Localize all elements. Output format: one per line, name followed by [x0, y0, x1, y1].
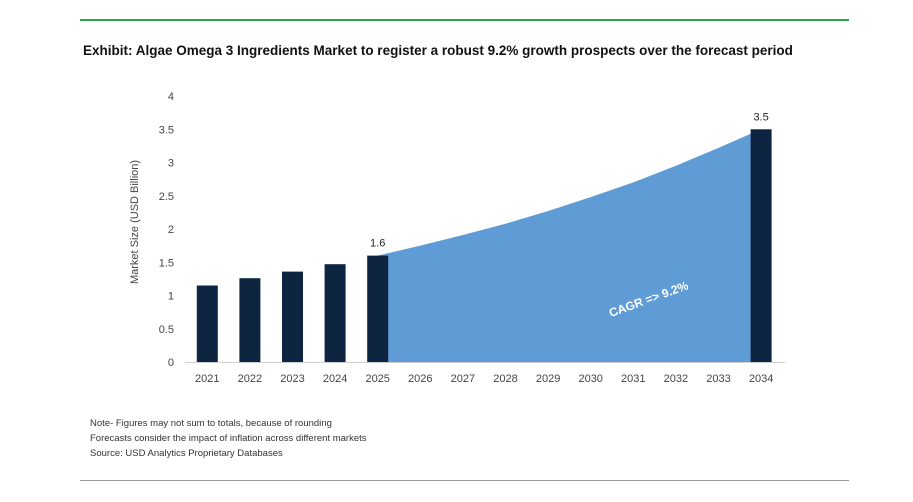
x-tick-label: 2025 — [365, 373, 389, 385]
y-tick-label: 2.5 — [159, 191, 174, 203]
note-rounding: Note- Figures may not sum to totals, bec… — [90, 418, 332, 429]
data-label-2025: 1.6 — [370, 238, 385, 250]
x-tick-label: 2021 — [195, 373, 219, 385]
x-tick-label: 2030 — [578, 373, 602, 385]
y-tick-label: 1 — [168, 291, 174, 303]
x-tick-label: 2034 — [749, 373, 773, 385]
note-inflation: Forecasts consider the impact of inflati… — [90, 433, 367, 444]
note-source: Source: USD Analytics Proprietary Databa… — [90, 448, 283, 459]
chart-title: Exhibit: Algae Omega 3 Ingredients Marke… — [83, 43, 793, 58]
bar-2025 — [367, 255, 389, 362]
x-tick-label: 2031 — [621, 373, 645, 385]
x-tick-label: 2028 — [493, 373, 517, 385]
y-tick-label: 1.5 — [159, 257, 174, 269]
bar-2022 — [239, 278, 261, 362]
y-axis-label: Market Size (USD Billion) — [129, 160, 141, 284]
data-label-2034: 3.5 — [753, 111, 768, 123]
forecast-area — [377, 129, 762, 362]
top-accent-rule — [80, 19, 849, 21]
y-tick-label: 2 — [168, 224, 174, 236]
notes-block: Note- Figures may not sum to totals, bec… — [90, 416, 367, 461]
x-tick-label: 2023 — [280, 373, 304, 385]
x-tick-label: 2029 — [536, 373, 560, 385]
y-tick-label: 4 — [168, 91, 174, 103]
y-tick-label: 3 — [168, 158, 174, 170]
bar-2034 — [750, 129, 772, 363]
bottom-rule — [80, 480, 849, 481]
x-tick-label: 2032 — [664, 373, 688, 385]
x-tick-label: 2027 — [451, 373, 475, 385]
bar-2024 — [324, 264, 346, 362]
bar-2023 — [282, 271, 303, 362]
bar-2021 — [196, 285, 218, 362]
x-tick-label: 2022 — [238, 373, 262, 385]
x-tick-label: 2024 — [323, 373, 347, 385]
x-tick-label: 2026 — [408, 373, 432, 385]
y-tick-label: 0 — [168, 357, 174, 369]
y-tick-label: 3.5 — [159, 124, 174, 136]
x-tick-label: 2033 — [706, 373, 730, 385]
y-tick-label: 0.5 — [159, 324, 174, 336]
